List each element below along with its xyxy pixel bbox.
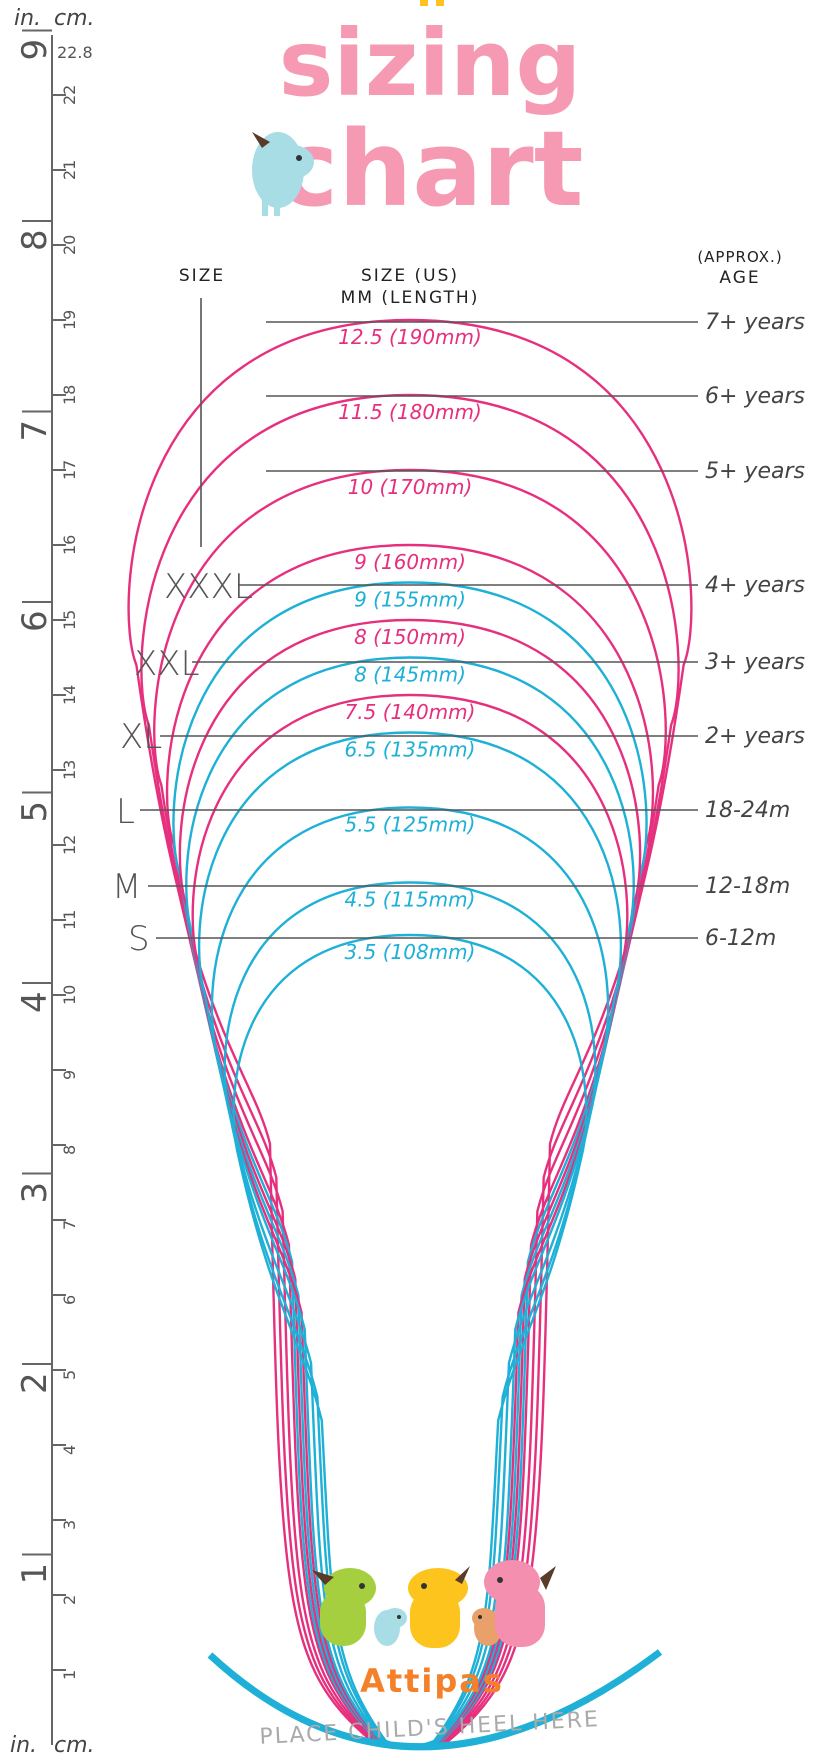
fit-label: 6.5 (135mm) xyxy=(345,738,476,762)
ruler-inch-label: 2 xyxy=(15,1372,55,1394)
ruler-inch-label: 1 xyxy=(15,1563,55,1585)
header-age: AGE xyxy=(719,268,760,288)
title-line1: sizing xyxy=(279,10,582,117)
ruler-inch-label: 7 xyxy=(15,420,55,442)
header-size: SIZE xyxy=(179,266,225,286)
ruler-inch-label: 6 xyxy=(15,610,55,632)
size-label: XL xyxy=(120,717,162,757)
ruler-inch-label: 4 xyxy=(15,991,55,1013)
brand-mascots xyxy=(312,1560,556,1648)
ruler-cm-label: 2 xyxy=(60,1595,79,1605)
fit-label: 9 (155mm) xyxy=(354,588,466,612)
ruler-inch-label: 9 xyxy=(15,39,55,61)
age-label: 3+ years xyxy=(705,650,805,675)
title-block: sizing chart xyxy=(252,0,583,230)
fit-label: 3.5 (108mm) xyxy=(345,940,476,964)
ruler-cm-label: 1 xyxy=(60,1670,79,1680)
age-label: 2+ years xyxy=(705,724,805,749)
ruler-cm-label: 20 xyxy=(60,235,79,255)
foot-outline xyxy=(178,618,642,1748)
fit-label: 11.5 (180mm) xyxy=(338,400,482,424)
fit-labels: 12.5 (190mm) 11.5 (180mm) 10 (170mm) 9 (160… xyxy=(338,325,482,964)
age-label: 18-24m xyxy=(705,798,790,823)
ruler-cm-label: 6 xyxy=(60,1295,79,1305)
ruler-cm-label: 4 xyxy=(60,1445,79,1455)
ruler-cm-label: 5 xyxy=(60,1370,79,1380)
column-headers: SIZE SIZE (US) MM (LENGTH) (APPROX.) AGE xyxy=(179,248,782,308)
fit-label: 9 (160mm) xyxy=(354,550,466,574)
ruler-inch-label: 3 xyxy=(15,1182,55,1204)
ruler-cm-label: 15 xyxy=(60,610,79,630)
age-labels: 7+ years 6+ years 5+ years 4+ years 3+ years… xyxy=(705,310,805,951)
ruler-cm-label: 18 xyxy=(60,385,79,405)
ruler-inch-label: 5 xyxy=(15,801,55,823)
ruler-cm-label: 7 xyxy=(60,1220,79,1230)
fit-label: 7.5 (140mm) xyxy=(345,700,476,724)
heel-arc xyxy=(207,1649,663,1751)
ruler-cm-label: 22 xyxy=(60,85,79,105)
age-label: 7+ years xyxy=(705,310,805,335)
age-lines xyxy=(140,298,698,939)
pink-mascot-icon xyxy=(484,1560,556,1647)
age-label: 4+ years xyxy=(705,573,805,598)
fit-label: 4.5 (115mm) xyxy=(345,888,476,912)
size-label: XXL xyxy=(134,644,200,684)
green-mascot-icon xyxy=(312,1568,376,1646)
ruler-cm-label: 16 xyxy=(60,535,79,555)
size-label: M xyxy=(112,867,141,907)
ruler-cm-label: 19 xyxy=(60,310,79,330)
yellow-mascot-icon xyxy=(408,1566,470,1648)
fit-label: 8 (150mm) xyxy=(354,625,466,649)
ruler-cm-label: 13 xyxy=(60,760,79,780)
brand-logo-text: Attipas xyxy=(360,1662,504,1700)
age-label: 6+ years xyxy=(705,384,805,409)
ruler-cm-label: 9 xyxy=(60,1070,79,1080)
header-mm-length: MM (LENGTH) xyxy=(341,288,480,308)
size-label: XXXL xyxy=(164,567,253,607)
ruler-cm-label: 10 xyxy=(60,985,79,1005)
ruler-cm-label: 14 xyxy=(60,685,79,705)
blue-mascot-icon xyxy=(252,132,314,216)
ruler-cm-label: 21 xyxy=(60,160,79,180)
size-label: S xyxy=(128,919,150,959)
ruler-cm-label: 8 xyxy=(60,1145,79,1155)
yellow-mark-icon xyxy=(436,0,444,6)
yellow-mark-icon xyxy=(420,0,428,6)
ruler: in. cm. in. cm. 22.8 1234567891011121314… xyxy=(10,6,95,1758)
age-label: 12-18m xyxy=(705,874,790,899)
ruler-cm-label: 12 xyxy=(60,835,79,855)
ruler-inch-unit: in. xyxy=(14,6,41,31)
ruler-inch-unit-bottom: in. xyxy=(10,1733,37,1758)
fit-label: 8 (145mm) xyxy=(354,663,466,687)
header-approx: (APPROX.) xyxy=(697,248,782,266)
ruler-cm-unit: cm. xyxy=(54,6,95,31)
fit-label: 5.5 (125mm) xyxy=(345,813,476,837)
ruler-inch-label: 8 xyxy=(15,229,55,251)
age-label: 5+ years xyxy=(705,459,805,484)
small-blue-mascot-icon xyxy=(374,1608,407,1646)
fit-label: 10 (170mm) xyxy=(348,475,473,499)
ruler-cm-label: 3 xyxy=(60,1520,79,1530)
size-labels: XXXL XXL XL LMS xyxy=(112,567,253,959)
header-size-us: SIZE (US) xyxy=(361,266,459,286)
fit-label: 12.5 (190mm) xyxy=(338,325,482,349)
ruler-cm-label: 17 xyxy=(60,460,79,480)
title-line2: chart xyxy=(277,108,584,230)
age-label: 6-12m xyxy=(705,926,776,951)
size-label: L xyxy=(116,792,135,832)
ruler-cm-unit-bottom: cm. xyxy=(54,1733,95,1758)
ruler-top-cm-value: 22.8 xyxy=(57,43,93,62)
foot-outlines xyxy=(127,318,693,1748)
ruler-cm-label: 11 xyxy=(60,910,79,930)
